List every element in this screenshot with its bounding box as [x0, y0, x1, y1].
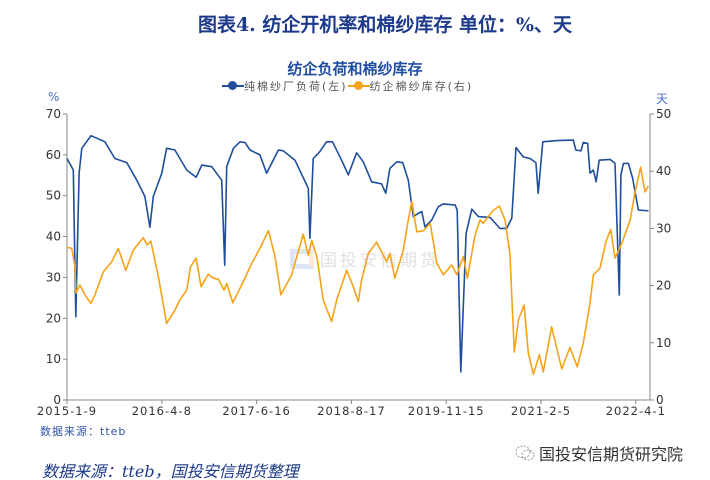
right-axis-tick-label: 20 — [656, 279, 671, 293]
right-axis-unit: 天 — [656, 92, 669, 106]
right-axis-tick-label: 0 — [656, 393, 664, 407]
right-axis-tick-label: 50 — [656, 107, 671, 121]
source-note-small: 数据来源：tteb — [40, 425, 127, 438]
load-series-line — [66, 134, 649, 373]
legend-marker-inventory — [347, 81, 370, 91]
right-axis-tick-label: 10 — [656, 336, 671, 350]
chart-title: 纺企负荷和棉纱库存 — [287, 60, 423, 78]
left-axis-tick-label: 60 — [46, 148, 61, 162]
legend-item-load: 纯棉纱厂负荷(左) — [222, 78, 348, 94]
left-axis-tick-label: 70 — [46, 107, 61, 121]
legend-item-inventory: 纺企棉纱库存(右) — [347, 78, 474, 94]
center-watermark-text: 国投安信期货 — [320, 251, 440, 271]
figure-title: 图表4. 纺企开机率和棉纱库存 单位：%、天 — [197, 14, 573, 36]
brand-watermark-text: 国投安信期货研究院 — [539, 445, 684, 464]
left-axis-tick-label: 40 — [46, 230, 61, 244]
x-axis-tick-label: 2017-6-16 — [222, 404, 291, 418]
right-axis-tick-label: 40 — [656, 164, 671, 178]
left-axis-tick-label: 50 — [46, 189, 61, 203]
x-axis-tick-label: 2016-4-8 — [132, 404, 192, 418]
legend-label-inventory: 纺企棉纱库存(右) — [369, 80, 474, 93]
left-axis-tick-label: 10 — [46, 352, 61, 366]
source-note: 数据来源：tteb，国投安信期货整理 — [42, 462, 299, 480]
legend: 纯棉纱厂负荷(左) 纺企棉纱库存(右) — [222, 78, 473, 94]
left-axis-tick-label: 20 — [46, 311, 61, 325]
x-axis-tick-label: 2015-1-9 — [37, 404, 97, 418]
x-axis-tick-label: 2022-4-1 — [606, 404, 666, 418]
center-watermark: 国投安信期货 — [290, 246, 440, 271]
wechat-icon — [515, 445, 535, 461]
legend-label-load: 纯棉纱厂负荷(左) — [244, 80, 348, 93]
left-axis-tick-label: 0 — [53, 393, 61, 407]
left-axis-tick-label: 30 — [46, 270, 61, 284]
legend-marker-load — [222, 81, 244, 91]
left-axis-unit: % — [48, 90, 60, 104]
x-axis-tick-label: 2019-11-15 — [408, 404, 485, 418]
x-axis-tick-label: 2018-8-17 — [317, 404, 386, 418]
inventory-series-line — [66, 166, 649, 376]
brand-watermark: 国投安信期货研究院 — [515, 441, 683, 465]
watermark-logo-icon — [290, 248, 314, 269]
x-axis-tick-label: 2021-2-5 — [511, 404, 571, 418]
right-axis-tick-label: 30 — [656, 221, 671, 235]
